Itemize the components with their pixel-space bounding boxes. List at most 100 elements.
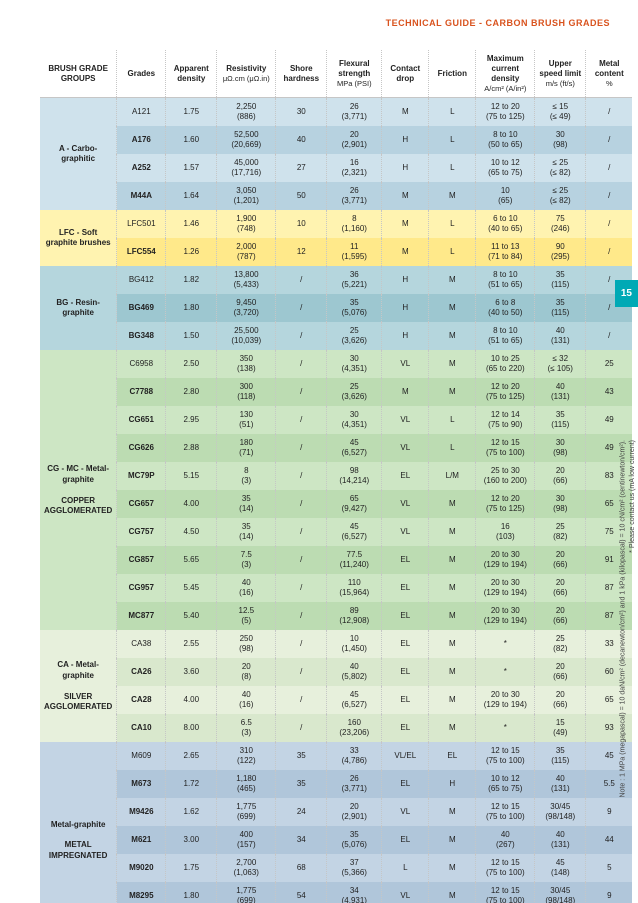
table-cell: 1.80 xyxy=(166,882,217,903)
table-cell: 49 xyxy=(586,406,633,434)
table-cell: 40 (131) xyxy=(535,826,586,854)
table-cell: 5.15 xyxy=(166,462,217,490)
table-cell: 250 (98) xyxy=(217,630,276,658)
table-cell: 20 (66) xyxy=(535,658,586,686)
table-cell: M xyxy=(382,210,429,238)
table-cell: 26 (3,771) xyxy=(327,98,382,127)
table-cell: 30 (98) xyxy=(535,434,586,462)
table-cell: 12 to 15 (75 to 100) xyxy=(476,798,535,826)
table-cell: CG957 xyxy=(117,574,166,602)
table-cell: 25 (82) xyxy=(535,518,586,546)
table-cell: 12 to 15 (75 to 100) xyxy=(476,434,535,462)
footnote-vertical-1: Note : 1 MPa (megapascal) = 10 daN/cm² (… xyxy=(620,440,627,798)
table-cell: 26 (3,771) xyxy=(327,182,382,210)
table-cell: M9426 xyxy=(117,798,166,826)
table-cell: 54 xyxy=(276,882,327,903)
table-cell: * xyxy=(476,714,535,742)
table-cell: 40 (267) xyxy=(476,826,535,854)
table-cell: M9020 xyxy=(117,854,166,882)
table-cell: 90 (295) xyxy=(535,238,586,266)
table-cell: 4.00 xyxy=(166,686,217,714)
table-cell: 6.5 (3) xyxy=(217,714,276,742)
table-cell: 1.46 xyxy=(166,210,217,238)
table-cell: L xyxy=(429,238,476,266)
table-cell: 12 to 20 (75 to 125) xyxy=(476,98,535,127)
table-cell: MC79P xyxy=(117,462,166,490)
table-cell: EL xyxy=(382,770,429,798)
footnote-vertical-2: * Please contact us (mA low current) xyxy=(629,440,636,553)
table-cell: / xyxy=(276,574,327,602)
table-cell: 98 (14,214) xyxy=(327,462,382,490)
table-cell: 1.72 xyxy=(166,770,217,798)
table-cell: / xyxy=(276,266,327,294)
table-cell: 1.62 xyxy=(166,798,217,826)
table-cell: * xyxy=(476,630,535,658)
table-cell: M xyxy=(429,518,476,546)
table-cell: 160 (23,206) xyxy=(327,714,382,742)
table-cell: 7.5 (3) xyxy=(217,546,276,574)
table-cell: 2,000 (787) xyxy=(217,238,276,266)
table-cell: M xyxy=(429,490,476,518)
table-cell: 30 (98) xyxy=(535,126,586,154)
table-cell: 40 (16) xyxy=(217,574,276,602)
table-cell: 8 to 10 (50 to 65) xyxy=(476,126,535,154)
table-row: BG4691.809,450 (3,720)/35 (5,076)HM6 to … xyxy=(40,294,632,322)
table-cell: L/M xyxy=(429,462,476,490)
table-cell: H xyxy=(382,322,429,350)
table-cell: 12 to 14 (75 to 90) xyxy=(476,406,535,434)
table-cell: 20 (66) xyxy=(535,546,586,574)
table-cell: 10 (65) xyxy=(476,182,535,210)
col-header: Shore hardness xyxy=(276,50,327,98)
table-cell: 2,700 (1,063) xyxy=(217,854,276,882)
group-label: BG - Resin-graphite xyxy=(40,266,117,350)
col-header: BRUSH GRADE GROUPS xyxy=(40,50,117,98)
table-row: CG6512.95130 (51)/30 (4,351)VLL12 to 14 … xyxy=(40,406,632,434)
table-row: CG6574.0035 (14)/65 (9,427)VLM12 to 20 (… xyxy=(40,490,632,518)
table-cell: 35 (14) xyxy=(217,518,276,546)
table-cell: 45 (6,527) xyxy=(327,434,382,462)
table-cell: 10 to 12 (65 to 75) xyxy=(476,154,535,182)
table-cell: 45 (6,527) xyxy=(327,686,382,714)
table-cell: 35 (115) xyxy=(535,294,586,322)
table-cell: L xyxy=(429,210,476,238)
table-row: BG3481.5025,500 (10,039)/25 (3,626)HM8 t… xyxy=(40,322,632,350)
table-cell: 25 to 30 (160 to 200) xyxy=(476,462,535,490)
table-cell: 20 (66) xyxy=(535,686,586,714)
table-cell: 40 (131) xyxy=(535,770,586,798)
table-cell: 3.60 xyxy=(166,658,217,686)
table-cell: M xyxy=(429,294,476,322)
table-cell: 35 (115) xyxy=(535,266,586,294)
table-cell: M xyxy=(429,798,476,826)
table-cell: 5.65 xyxy=(166,546,217,574)
table-cell: 43 xyxy=(586,378,633,406)
group-label: A - Carbo-graphitic xyxy=(40,98,117,211)
table-cell: 26 (3,771) xyxy=(327,770,382,798)
table-row: M94261.621,775 (699)2420 (2,901)VLM12 to… xyxy=(40,798,632,826)
table-cell: 45,000 (17,716) xyxy=(217,154,276,182)
table-cell: EL xyxy=(382,574,429,602)
table-cell: / xyxy=(586,98,633,127)
table-cell: M xyxy=(382,238,429,266)
table-row: M90201.752,700 (1,063)6837 (5,366)LM12 t… xyxy=(40,854,632,882)
table-cell: 89 (12,908) xyxy=(327,602,382,630)
table-cell: 35 (5,076) xyxy=(327,826,382,854)
table-cell: 45 (148) xyxy=(535,854,586,882)
table-cell: 10 (1,450) xyxy=(327,630,382,658)
table-cell: 4.50 xyxy=(166,518,217,546)
table-row: M6213.00400 (157)3435 (5,076)ELM40 (267)… xyxy=(40,826,632,854)
table-cell: 1.60 xyxy=(166,126,217,154)
table-cell: A176 xyxy=(117,126,166,154)
table-cell: EL xyxy=(382,602,429,630)
table-cell: 350 (138) xyxy=(217,350,276,378)
table-cell: M xyxy=(429,658,476,686)
table-cell: * xyxy=(476,658,535,686)
table-cell: 3.00 xyxy=(166,826,217,854)
table-cell: EL xyxy=(382,546,429,574)
table-cell: M xyxy=(429,686,476,714)
table-cell: CG657 xyxy=(117,490,166,518)
table-row: MC8775.4012.5 (5)/89 (12,908)ELM20 to 30… xyxy=(40,602,632,630)
table-cell: / xyxy=(586,182,633,210)
table-cell: L xyxy=(429,126,476,154)
table-row: BG - Resin-graphiteBG4121.8213,800 (5,43… xyxy=(40,266,632,294)
table-cell: BG412 xyxy=(117,266,166,294)
